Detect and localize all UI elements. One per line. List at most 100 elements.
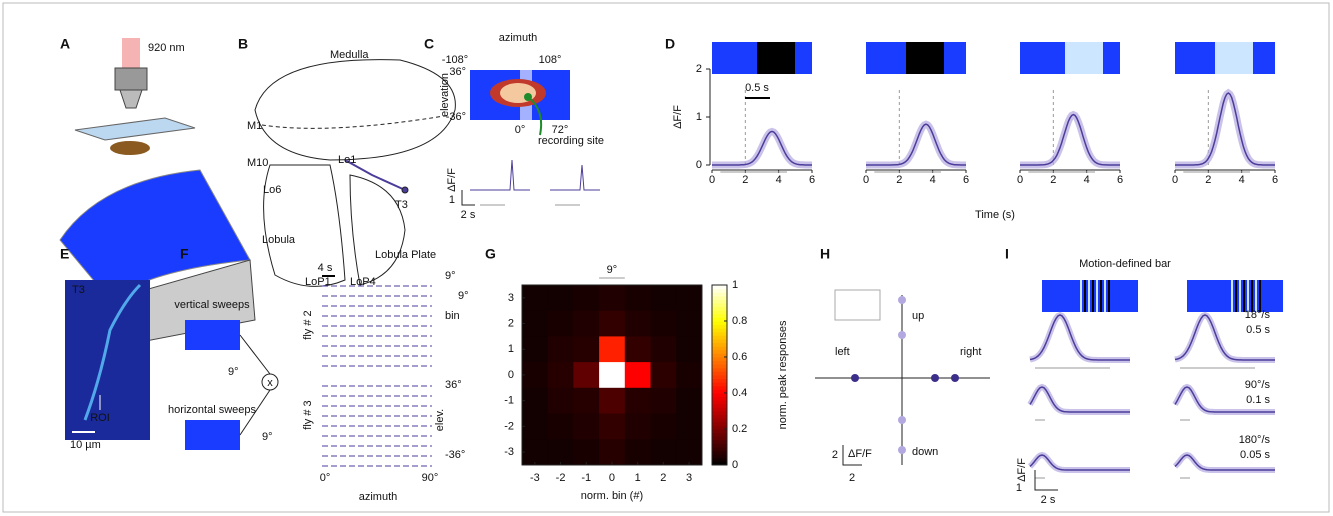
x-tick-label: 2 bbox=[896, 174, 902, 186]
colorbar-label: 0 bbox=[732, 459, 738, 471]
stripe bbox=[1088, 280, 1090, 312]
label: 0° bbox=[515, 124, 526, 136]
heat-cell bbox=[547, 413, 574, 440]
heat-cell bbox=[676, 362, 703, 389]
x-tick-label: 2 bbox=[660, 472, 666, 484]
stimulus-bar bbox=[1215, 42, 1253, 74]
region-label: Lobula bbox=[262, 234, 296, 246]
heat-cell bbox=[676, 387, 703, 414]
heat-cell bbox=[650, 362, 677, 389]
label: -108° bbox=[442, 54, 468, 66]
heat-cell bbox=[573, 336, 600, 363]
stimulus-bar bbox=[1065, 42, 1103, 74]
scale-bar bbox=[1034, 470, 1058, 491]
label: ΔF/F bbox=[672, 105, 684, 129]
receptive-field-image bbox=[461, 70, 600, 206]
response-trace bbox=[1175, 92, 1275, 166]
label: norm. bin (#) bbox=[581, 490, 643, 502]
colorbar-step bbox=[712, 443, 727, 448]
region-label: Lo1 bbox=[338, 154, 356, 166]
colorbar-label: 0.4 bbox=[732, 387, 747, 399]
region-label: LoP1 bbox=[305, 276, 331, 288]
heat-cell bbox=[573, 285, 600, 312]
sweep-traces bbox=[322, 275, 432, 467]
heat-cell bbox=[573, 362, 600, 389]
label: 0° bbox=[320, 472, 331, 484]
heat-cell bbox=[650, 387, 677, 414]
label: 2 bbox=[832, 449, 838, 461]
x-tick-label: -3 bbox=[530, 472, 540, 484]
y-tick-label: 3 bbox=[508, 292, 514, 304]
x-tick-label: 6 bbox=[963, 174, 969, 186]
x-tick-label: 2 bbox=[1050, 174, 1056, 186]
colorbar-step bbox=[712, 410, 727, 416]
stripe bbox=[1092, 280, 1094, 312]
stripe bbox=[1084, 280, 1086, 312]
colorbar-step bbox=[712, 338, 727, 344]
heat-cell bbox=[522, 387, 549, 414]
panel-letter: F bbox=[180, 246, 189, 262]
y-tick-label: 2 bbox=[696, 63, 702, 75]
colorbar-step bbox=[712, 454, 727, 459]
colorbar-step bbox=[712, 299, 727, 304]
colorbar-step bbox=[712, 313, 727, 318]
colorbar-step bbox=[712, 450, 727, 455]
response-trace bbox=[1174, 386, 1275, 413]
y-tick-label: -2 bbox=[504, 420, 514, 432]
response-trace bbox=[866, 123, 966, 166]
heat-cell bbox=[522, 439, 549, 466]
x-tick-label: 2 bbox=[1205, 174, 1211, 186]
x-tick-label: 6 bbox=[809, 174, 815, 186]
heat-cell bbox=[599, 336, 626, 363]
sweep-diagram bbox=[185, 320, 279, 450]
colorbar-step bbox=[712, 436, 727, 441]
x-tick-label: 3 bbox=[686, 472, 692, 484]
stripe bbox=[1235, 280, 1237, 312]
colorbar-step bbox=[712, 432, 727, 437]
label: vertical sweeps bbox=[174, 299, 250, 311]
label: ΔF/F bbox=[446, 168, 458, 192]
stripe bbox=[1108, 280, 1110, 312]
label: 920 nm bbox=[148, 42, 185, 54]
colorbar-step bbox=[712, 295, 727, 300]
trace-band bbox=[1175, 88, 1275, 169]
stripe bbox=[1247, 280, 1249, 312]
heat-cell bbox=[573, 413, 600, 440]
colorbar-step bbox=[712, 446, 727, 452]
x-tick-label: 0 bbox=[1172, 174, 1178, 186]
colorbar-label: 0.2 bbox=[732, 423, 747, 435]
colorbar-step bbox=[712, 385, 727, 390]
label: up bbox=[912, 310, 924, 322]
y-tick-label: 1 bbox=[508, 343, 514, 355]
response-trace bbox=[1029, 386, 1130, 413]
colorbar-step bbox=[712, 439, 727, 444]
label: -36° bbox=[445, 449, 465, 461]
label: 0.5 s bbox=[745, 82, 769, 94]
colorbar-frame bbox=[711, 284, 728, 466]
heat-cell bbox=[650, 336, 677, 363]
colorbar-step bbox=[712, 374, 727, 380]
response-trace bbox=[1029, 314, 1130, 361]
heat-cell bbox=[573, 310, 600, 337]
region-label: Lobula Plate bbox=[375, 249, 436, 261]
heat-cell bbox=[599, 413, 626, 440]
label: fly # 2 bbox=[302, 310, 314, 339]
colorbar-step bbox=[712, 421, 727, 426]
heat-cell bbox=[624, 387, 651, 414]
label: 9° bbox=[445, 270, 456, 282]
colorbar-step bbox=[712, 457, 727, 462]
x-tick-label: 4 bbox=[1084, 174, 1090, 186]
label: 4 s bbox=[318, 262, 333, 274]
label: norm. peak responses bbox=[777, 320, 789, 429]
label: 36° bbox=[445, 379, 462, 391]
stripe bbox=[1096, 280, 1098, 312]
heat-cell bbox=[573, 387, 600, 414]
panel-letter: H bbox=[820, 246, 830, 262]
label: Time (s) bbox=[975, 209, 1015, 221]
heat-cell bbox=[624, 439, 651, 466]
heat-cell bbox=[522, 310, 549, 337]
panel-letter: E bbox=[60, 246, 69, 262]
y-tick-label: 1 bbox=[696, 111, 702, 123]
label: ΔF/F bbox=[1016, 458, 1028, 482]
